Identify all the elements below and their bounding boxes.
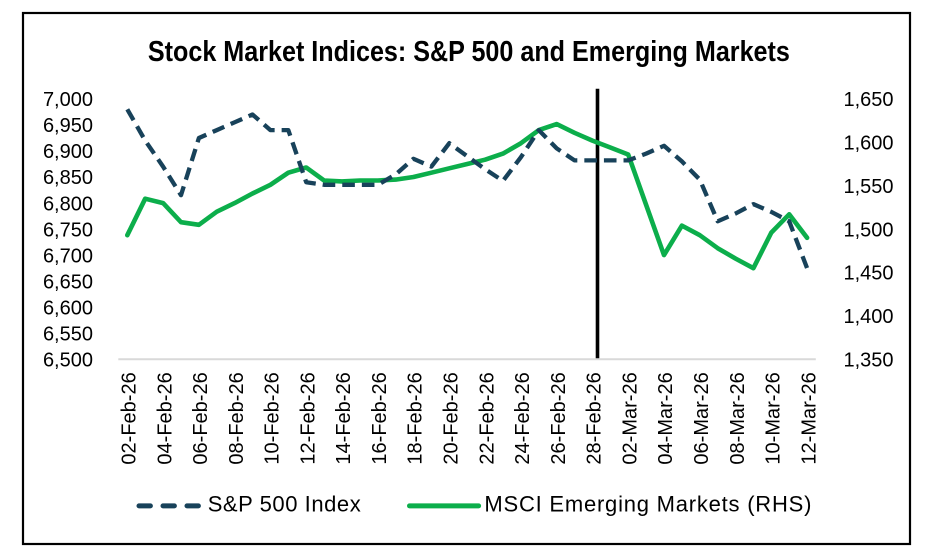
svg-text:28-Feb-26: 28-Feb-26 (584, 372, 606, 464)
svg-text:1,550: 1,550 (844, 176, 894, 198)
svg-text:08-Feb-26: 08-Feb-26 (226, 372, 248, 464)
svg-text:6,950: 6,950 (43, 115, 93, 137)
svg-text:6,650: 6,650 (43, 271, 93, 293)
svg-text:22-Feb-26: 22-Feb-26 (476, 372, 498, 464)
svg-text:12-Mar-26: 12-Mar-26 (798, 372, 820, 464)
svg-text:6,700: 6,700 (43, 245, 93, 267)
svg-text:6,900: 6,900 (43, 141, 93, 163)
svg-text:02-Mar-26: 02-Mar-26 (619, 372, 641, 464)
svg-text:1,650: 1,650 (844, 89, 894, 111)
svg-text:1,500: 1,500 (844, 219, 894, 241)
svg-text:10-Mar-26: 10-Mar-26 (763, 372, 785, 464)
svg-text:1,400: 1,400 (844, 306, 894, 328)
svg-text:04-Feb-26: 04-Feb-26 (154, 372, 176, 464)
svg-text:1,450: 1,450 (844, 263, 894, 285)
svg-text:Stock Market Indices: S&P 500: Stock Market Indices: S&P 500 and Emergi… (148, 36, 790, 68)
svg-text:02-Feb-26: 02-Feb-26 (119, 372, 141, 464)
svg-text:20-Feb-26: 20-Feb-26 (441, 372, 463, 464)
svg-text:1,600: 1,600 (844, 133, 894, 155)
svg-text:S&P 500 Index: S&P 500 Index (208, 492, 361, 517)
svg-text:6,850: 6,850 (43, 167, 93, 189)
svg-text:MSCI Emerging Markets (RHS): MSCI Emerging Markets (RHS) (484, 492, 811, 517)
svg-text:6,750: 6,750 (43, 219, 93, 241)
svg-text:04-Mar-26: 04-Mar-26 (655, 372, 677, 464)
svg-text:6,550: 6,550 (43, 324, 93, 346)
svg-text:7,000: 7,000 (43, 89, 93, 111)
svg-text:14-Feb-26: 14-Feb-26 (333, 372, 355, 464)
svg-text:26-Feb-26: 26-Feb-26 (548, 372, 570, 464)
svg-text:12-Feb-26: 12-Feb-26 (297, 372, 319, 464)
svg-text:6,500: 6,500 (43, 350, 93, 372)
svg-text:08-Mar-26: 08-Mar-26 (727, 372, 749, 464)
svg-text:6,800: 6,800 (43, 193, 93, 215)
svg-text:18-Feb-26: 18-Feb-26 (405, 372, 427, 464)
svg-text:06-Mar-26: 06-Mar-26 (691, 372, 713, 464)
svg-text:24-Feb-26: 24-Feb-26 (512, 372, 534, 464)
svg-text:10-Feb-26: 10-Feb-26 (262, 372, 284, 464)
svg-text:1,350: 1,350 (844, 350, 894, 372)
svg-text:6,600: 6,600 (43, 297, 93, 319)
svg-text:16-Feb-26: 16-Feb-26 (369, 372, 391, 464)
svg-text:06-Feb-26: 06-Feb-26 (190, 372, 212, 464)
